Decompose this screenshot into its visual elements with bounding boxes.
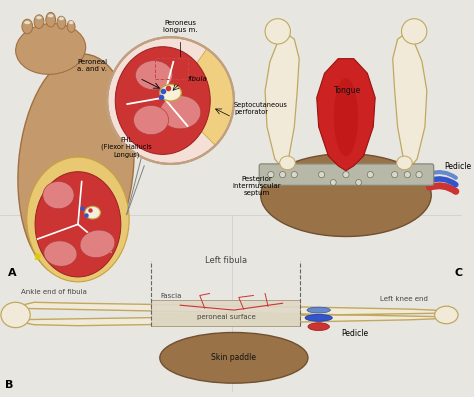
Ellipse shape: [435, 306, 458, 324]
Circle shape: [416, 172, 422, 178]
Polygon shape: [317, 59, 375, 171]
Ellipse shape: [57, 16, 66, 29]
Ellipse shape: [305, 314, 332, 321]
Text: Peroneal
a. and v.: Peroneal a. and v.: [77, 59, 107, 72]
Ellipse shape: [307, 307, 330, 313]
Circle shape: [330, 179, 336, 185]
Ellipse shape: [136, 61, 173, 90]
Ellipse shape: [69, 21, 73, 25]
Text: peroneal surface: peroneal surface: [197, 314, 255, 320]
Text: Left knee end: Left knee end: [380, 296, 428, 302]
Circle shape: [268, 172, 274, 178]
Text: Pedicle: Pedicle: [445, 162, 472, 171]
Text: A: A: [8, 268, 17, 278]
Ellipse shape: [36, 16, 42, 20]
Text: Septocutaneous
perforator: Septocutaneous perforator: [234, 102, 288, 115]
Polygon shape: [10, 302, 450, 326]
Ellipse shape: [24, 21, 31, 25]
Ellipse shape: [334, 78, 358, 156]
Circle shape: [367, 172, 374, 178]
Ellipse shape: [35, 172, 121, 277]
Text: B: B: [5, 380, 13, 390]
Wedge shape: [171, 49, 234, 145]
Ellipse shape: [397, 156, 412, 170]
Circle shape: [291, 172, 297, 178]
Polygon shape: [393, 32, 427, 171]
Circle shape: [343, 172, 349, 178]
Ellipse shape: [22, 19, 33, 34]
Ellipse shape: [16, 23, 86, 74]
Circle shape: [404, 172, 410, 178]
Ellipse shape: [160, 333, 308, 383]
Circle shape: [265, 19, 291, 44]
Ellipse shape: [47, 14, 54, 18]
Polygon shape: [265, 32, 299, 171]
Text: fibula: fibula: [187, 76, 207, 82]
Ellipse shape: [308, 323, 329, 331]
Text: Skin paddle: Skin paddle: [211, 353, 256, 362]
Ellipse shape: [1, 302, 30, 328]
Text: Fascia: Fascia: [161, 293, 182, 299]
Ellipse shape: [261, 154, 431, 237]
Ellipse shape: [43, 181, 74, 209]
Ellipse shape: [34, 15, 44, 29]
Circle shape: [401, 19, 427, 44]
Circle shape: [356, 179, 362, 185]
FancyBboxPatch shape: [151, 301, 300, 326]
Text: Pedicle: Pedicle: [341, 330, 368, 338]
Text: FHL
(Flexor Hallucis
Longus): FHL (Flexor Hallucis Longus): [101, 137, 152, 158]
Ellipse shape: [44, 241, 77, 266]
Text: Peroneus
longus m.: Peroneus longus m.: [163, 20, 198, 33]
Ellipse shape: [27, 157, 129, 282]
Ellipse shape: [134, 106, 169, 135]
Ellipse shape: [18, 54, 134, 278]
Text: Left fibula: Left fibula: [205, 256, 247, 265]
Ellipse shape: [115, 47, 210, 154]
Ellipse shape: [59, 17, 64, 21]
Text: Tongue: Tongue: [334, 86, 362, 95]
Text: Ankle end of fibula: Ankle end of fibula: [21, 289, 87, 295]
Ellipse shape: [80, 230, 115, 258]
FancyBboxPatch shape: [151, 313, 300, 326]
Circle shape: [392, 172, 398, 178]
Circle shape: [280, 172, 286, 178]
Text: Pesterior
intermuscular
septum: Pesterior intermuscular septum: [232, 176, 281, 196]
Ellipse shape: [85, 206, 100, 219]
Text: C: C: [454, 268, 462, 278]
FancyBboxPatch shape: [259, 164, 434, 185]
Circle shape: [319, 172, 325, 178]
Ellipse shape: [160, 85, 181, 101]
Ellipse shape: [67, 21, 75, 32]
Ellipse shape: [280, 156, 295, 170]
Ellipse shape: [46, 12, 55, 27]
Circle shape: [107, 37, 234, 164]
Ellipse shape: [160, 96, 201, 129]
